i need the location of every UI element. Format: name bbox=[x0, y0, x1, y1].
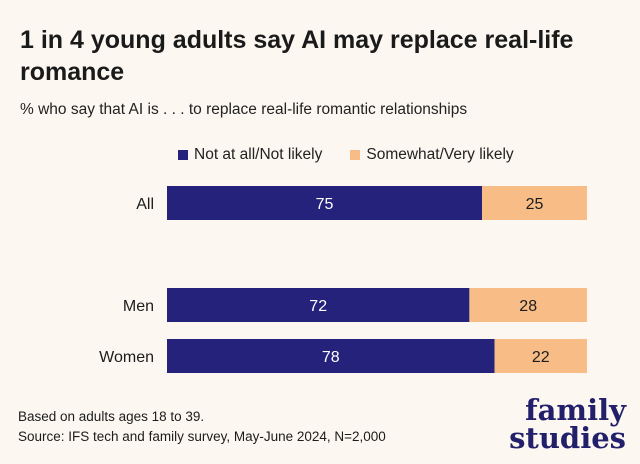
logo-line-1: family bbox=[525, 393, 626, 427]
footnote-sample: Based on adults ages 18 to 39. bbox=[18, 409, 205, 424]
data-label-women-not-likely: 78 bbox=[322, 349, 340, 366]
category-label-women: Women bbox=[99, 349, 154, 366]
footnote-source: Source: IFS tech and family survey, May-… bbox=[18, 429, 386, 444]
bar-all-likely bbox=[482, 186, 587, 220]
footnote: Based on adults ages 18 to 39. Source: I… bbox=[18, 407, 386, 447]
data-label-men-not-likely: 72 bbox=[309, 298, 327, 315]
legend-label-not-likely: Not at all/Not likely bbox=[194, 146, 323, 163]
category-label-all: All bbox=[136, 196, 154, 213]
bar-women-likely bbox=[494, 339, 587, 373]
bar-all-not-likely bbox=[167, 186, 482, 220]
legend-label-likely: Somewhat/Very likely bbox=[366, 146, 514, 163]
data-label-women-likely: 22 bbox=[532, 349, 550, 366]
bar-men-not-likely bbox=[167, 288, 470, 322]
legend-item-not-likely: Not at all/Not likely bbox=[178, 146, 322, 164]
legend-item-likely: Somewhat/Very likely bbox=[350, 146, 514, 164]
data-label-all-likely: 25 bbox=[526, 196, 544, 213]
chart-subtitle: % who say that AI is . . . to replace re… bbox=[20, 101, 468, 118]
legend-swatch-likely bbox=[350, 150, 361, 160]
data-label-all-not-likely: 75 bbox=[316, 196, 334, 213]
chart-title: 1 in 4 young adults say AI may replace r… bbox=[20, 26, 574, 86]
family-studies-logo: family studies bbox=[496, 393, 626, 455]
bar-men-likely bbox=[469, 288, 587, 322]
logo-line-2: studies bbox=[509, 421, 626, 455]
category-label-men: Men bbox=[123, 298, 154, 315]
legend: Not at all/Not likely Somewhat/Very like… bbox=[178, 146, 514, 164]
bar-women-not-likely bbox=[167, 339, 495, 373]
legend-swatch-not-likely bbox=[178, 150, 188, 160]
data-label-men-likely: 28 bbox=[519, 298, 537, 315]
